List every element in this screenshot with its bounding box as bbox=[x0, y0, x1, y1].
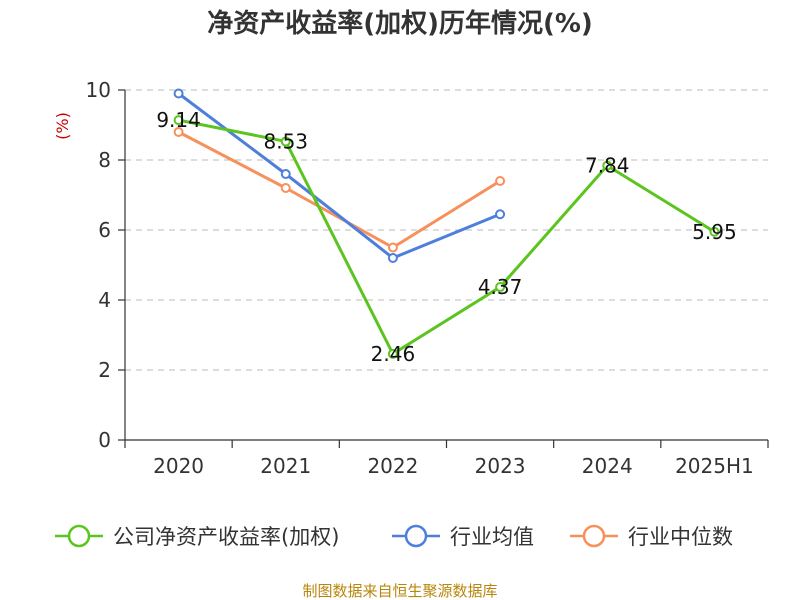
y-tick-label: 2 bbox=[98, 358, 111, 382]
y-axis-unit: (%) bbox=[53, 112, 72, 140]
data-label: 9.14 bbox=[156, 108, 201, 132]
data-point bbox=[602, 160, 613, 171]
data-label: 5.95 bbox=[692, 220, 737, 244]
data-point bbox=[173, 127, 184, 137]
data-point bbox=[709, 226, 720, 237]
y-tick-label: 8 bbox=[98, 148, 111, 172]
x-tick-label: 2020 bbox=[153, 454, 204, 478]
x-tick-label: 2022 bbox=[367, 454, 418, 478]
source-note: 制图数据来自恒生聚源数据库 bbox=[302, 582, 497, 600]
data-point bbox=[495, 209, 506, 220]
x-tick-label: 2023 bbox=[475, 454, 526, 478]
y-tick-label: 4 bbox=[98, 288, 111, 312]
y-tick-label: 0 bbox=[98, 428, 111, 452]
legend-label: 行业均值 bbox=[450, 525, 534, 549]
data-point bbox=[387, 348, 398, 359]
series-line bbox=[178, 118, 716, 356]
data-point bbox=[387, 253, 398, 263]
y-tick-labels: 0 2 4 6 8 10 bbox=[86, 78, 111, 452]
data-point bbox=[173, 115, 184, 126]
series-line bbox=[177, 92, 501, 260]
chart-title: 净资产收益率(加权)历年情况(%) bbox=[207, 8, 593, 39]
data-point bbox=[280, 183, 291, 193]
y-tick-label: 6 bbox=[98, 218, 111, 242]
x-tick-label: 2024 bbox=[582, 454, 633, 478]
grid-lines bbox=[125, 89, 768, 371]
data-label: 2.46 bbox=[371, 342, 416, 366]
data-point bbox=[495, 282, 506, 293]
data-label: 8.53 bbox=[263, 129, 308, 153]
data-point bbox=[495, 176, 506, 186]
x-tick-label: 2025H1 bbox=[675, 454, 754, 478]
legend-label: 公司净资产收益率(加权) bbox=[113, 525, 339, 549]
x-tick-labels: 2020 2021 2022 2023 2024 2025H1 bbox=[153, 454, 754, 478]
y-tick-label: 10 bbox=[86, 78, 111, 102]
legend-marker bbox=[404, 524, 428, 548]
legend: 公司净资产收益率(加权) 行业均值 行业中位数 bbox=[55, 524, 733, 549]
series-group bbox=[173, 88, 720, 359]
data-point bbox=[280, 136, 291, 147]
data-point bbox=[173, 88, 184, 99]
data-labels: 9.14 8.53 2.46 4.37 7.84 5.95 bbox=[156, 108, 736, 366]
data-point bbox=[280, 169, 291, 179]
legend-label: 行业中位数 bbox=[628, 525, 733, 549]
data-label: 7.84 bbox=[585, 154, 630, 178]
legend-marker bbox=[67, 524, 91, 548]
data-point bbox=[387, 242, 398, 253]
x-tick-label: 2021 bbox=[260, 454, 311, 478]
axes bbox=[118, 89, 769, 448]
legend-marker bbox=[582, 524, 606, 548]
data-label: 4.37 bbox=[478, 275, 523, 299]
